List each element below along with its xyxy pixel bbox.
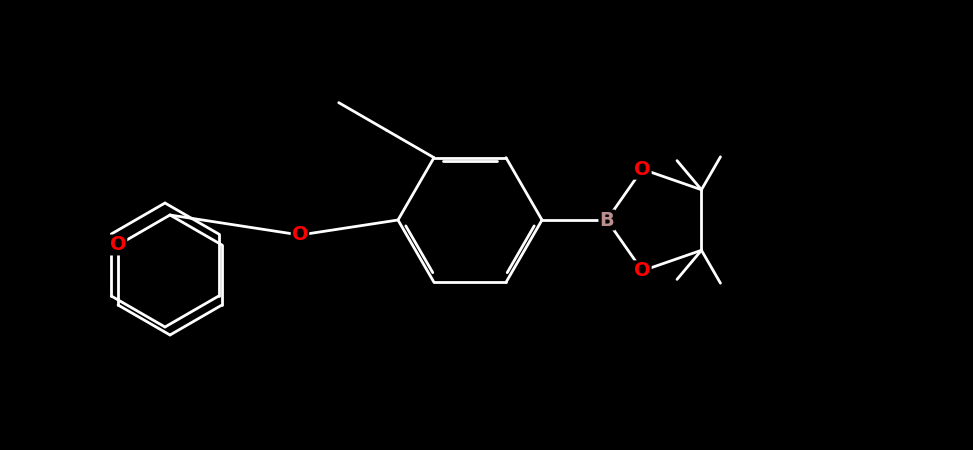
Text: O: O <box>634 160 651 179</box>
Text: O: O <box>634 261 651 280</box>
Text: O: O <box>110 235 126 255</box>
Text: O: O <box>292 225 308 244</box>
Text: B: B <box>599 211 614 230</box>
